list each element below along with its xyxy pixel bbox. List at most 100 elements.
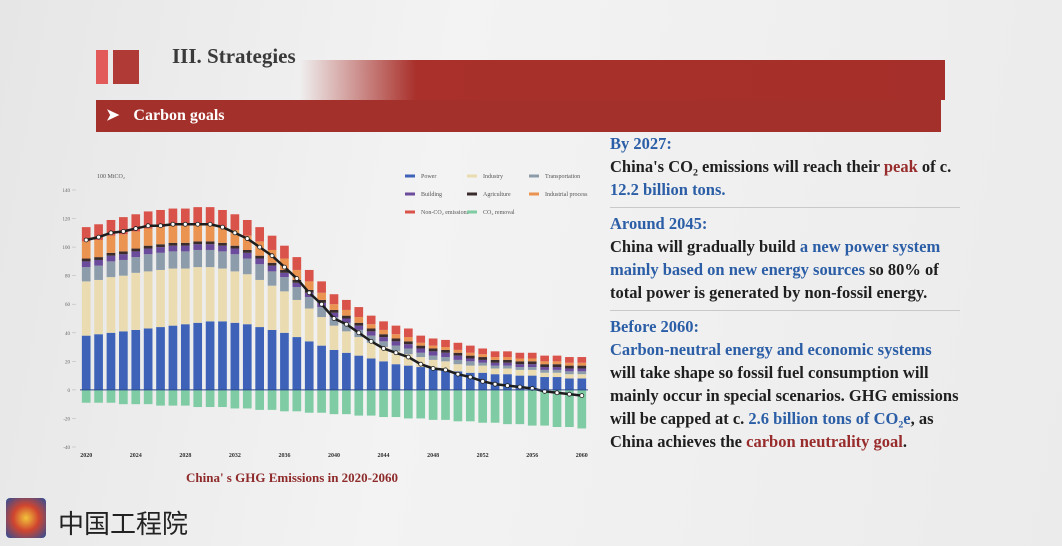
bar-segment (119, 275, 128, 332)
bar-segment (119, 234, 128, 252)
bar-segment (552, 364, 562, 368)
bar-segment (416, 345, 426, 349)
bar-segment (503, 351, 512, 358)
net-marker (430, 366, 436, 371)
bar-segment (342, 331, 351, 353)
bar-segment (490, 359, 500, 363)
bar-segment (342, 309, 351, 316)
bar-segment (292, 337, 302, 390)
bar-segment (342, 315, 351, 319)
bar-segment (453, 355, 463, 360)
y-tick-label: 40 (65, 332, 71, 337)
net-marker (120, 229, 126, 234)
text-run: of c. (917, 157, 952, 176)
bar-segment (540, 389, 549, 426)
bar-segment (490, 389, 500, 423)
bar-segment (577, 371, 587, 375)
net-marker (319, 301, 325, 307)
bar-segment (131, 231, 141, 249)
net-marker (368, 338, 374, 344)
bar-segment (428, 348, 438, 352)
bar-segment (168, 208, 178, 226)
bar-segment (205, 241, 215, 245)
x-tick-label: 2040 (328, 453, 340, 459)
bar-segment (478, 357, 488, 360)
bar-segment (577, 365, 587, 369)
bar-segment (255, 227, 264, 242)
legend-label: Industrial process (545, 192, 588, 198)
bar-segment (342, 322, 351, 332)
x-tick-label: 2036 (278, 453, 290, 459)
bar-segment (180, 208, 190, 226)
bar-segment (515, 361, 525, 365)
bar-segment (193, 389, 203, 408)
section-heading: Before 2060: (610, 317, 700, 336)
bar-segment (242, 274, 252, 325)
text-run: carbon neutrality goal (746, 432, 903, 451)
bar-segment (131, 248, 141, 252)
bar-segment (193, 224, 203, 242)
bar-segment (218, 209, 227, 228)
logo-text: 中国工程院 (58, 510, 189, 540)
x-tick-label: 2044 (378, 453, 390, 459)
legend-label: Building (421, 192, 442, 198)
bar-segment (329, 312, 339, 318)
x-tick-label: 2024 (130, 453, 142, 459)
bar-segment (119, 217, 128, 235)
bar-segment (205, 321, 215, 390)
bar-segment (490, 365, 500, 369)
net-marker (343, 321, 349, 327)
bar-segment (366, 328, 376, 332)
text-run: a new power system mainly based on new e… (610, 237, 941, 279)
bar-segment (527, 361, 537, 365)
bar-segment (391, 351, 401, 365)
bar-segment (156, 252, 165, 270)
legend-label: Power (421, 174, 436, 180)
net-marker (467, 374, 473, 380)
bar-segment (441, 339, 450, 348)
bar-segment (143, 389, 153, 405)
bar-segment (428, 338, 438, 346)
net-marker (393, 350, 399, 356)
bar-segment (565, 378, 574, 390)
bar-segment (205, 244, 215, 250)
bar-segment (379, 329, 388, 335)
chart: 100 MtCO₂ China' s GHG Emissions in 2020… (63, 174, 589, 485)
bar-segment (527, 389, 537, 426)
bar-segment (379, 337, 388, 342)
bar-segment (465, 358, 475, 362)
bar-segment (106, 235, 116, 253)
y-tick-label: 140 (63, 189, 71, 194)
bar-segment (453, 371, 463, 390)
bar-segment (478, 389, 488, 423)
bar-segment (119, 251, 128, 255)
bar-segment (81, 267, 91, 282)
y-tick-label: 0 (68, 389, 71, 394)
bar-segment (255, 389, 264, 410)
bar-segment (391, 325, 401, 335)
bar-segment (156, 227, 165, 245)
bar-segment (180, 242, 190, 246)
bar-segment (255, 264, 264, 280)
net-marker (443, 367, 448, 373)
bar-segment (304, 341, 314, 390)
bar-segment (515, 364, 525, 368)
bar-segment (404, 348, 413, 355)
net-marker (480, 378, 486, 384)
bar-segment (267, 265, 277, 272)
legend-label: Industry (483, 174, 503, 180)
bar-segment (565, 368, 574, 372)
section-heading: By 2027: (610, 134, 672, 153)
bar-segment (490, 357, 500, 360)
net-marker (418, 361, 424, 367)
bar-segment (540, 372, 549, 378)
text-run: so 80% of total power is generated by no… (610, 260, 939, 302)
bar-segment (465, 352, 475, 356)
bar-segment (119, 259, 128, 276)
bar-segment (404, 344, 413, 349)
bar-segment (540, 364, 549, 368)
bar-segment (94, 265, 103, 280)
bar-segment (242, 258, 252, 275)
bar-segment (317, 389, 326, 413)
bar-segment (280, 291, 289, 333)
